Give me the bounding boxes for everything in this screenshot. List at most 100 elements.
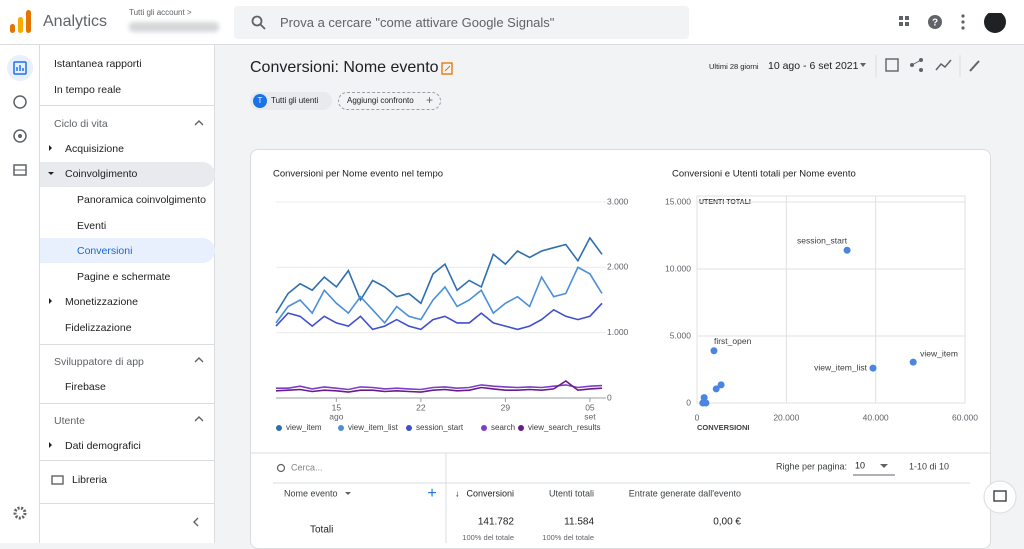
total-share: 100% del totale <box>462 533 514 542</box>
line-series <box>275 236 603 314</box>
report-card <box>250 149 991 549</box>
table-search[interactable]: Cerca... <box>291 462 323 472</box>
nav-item[interactable]: Libreria <box>72 474 108 486</box>
x-tick-month: set <box>584 411 596 421</box>
nav-item[interactable]: In tempo reale <box>54 84 122 96</box>
nav-subitem[interactable]: Conversioni <box>77 245 133 257</box>
dropdown-arrow <box>880 464 888 468</box>
nav-section[interactable]: Sviluppatore di app <box>54 356 144 368</box>
legend-swatch <box>338 425 344 431</box>
nav-highlight <box>40 162 215 187</box>
search-icon <box>251 15 266 30</box>
date-prefix: Ultimi 28 giorni <box>709 62 759 71</box>
nav-section[interactable]: Ciclo di vita <box>54 118 108 130</box>
separator <box>40 503 215 504</box>
line-series <box>275 266 603 325</box>
x-tick-label: 20.000 <box>773 412 799 422</box>
date-range[interactable]: 10 ago - 6 set 2021 <box>768 60 859 72</box>
nav-selected <box>40 238 215 263</box>
scatter-chart-title: Conversioni e Utenti totali per Nome eve… <box>672 169 856 180</box>
nav-item[interactable]: Acquisizione <box>65 143 124 155</box>
column-header[interactable]: Conversioni <box>466 488 514 498</box>
point-label: view_item <box>920 348 958 358</box>
segment-chip[interactable]: T Tutti gli utenti <box>250 92 332 110</box>
search-placeholder: Prova a cercare "come attivare Google Si… <box>280 15 555 30</box>
nav-item[interactable]: Firebase <box>65 381 106 393</box>
nav-subitem[interactable]: Panoramica coinvolgimento <box>77 194 206 206</box>
total-share: 100% del totale <box>542 533 594 542</box>
y-tick-label: 15.000 <box>665 196 691 206</box>
side-nav: Istantanea rapporti In tempo reale Ciclo… <box>40 45 215 543</box>
y-tick-label: 0 <box>686 397 691 407</box>
separator <box>40 403 215 404</box>
y-tick-label: 3.000 <box>607 196 629 206</box>
point-label: view_item_list <box>814 362 868 372</box>
legend-label: view_search_results <box>528 423 600 432</box>
scatter-point <box>699 399 707 407</box>
nav-subitem[interactable]: Pagine e schermate <box>77 271 171 283</box>
y-tick-label: 2.000 <box>607 262 629 272</box>
feedback-icon <box>993 490 1007 502</box>
app-name: Analytics <box>43 13 108 30</box>
legend-swatch <box>406 425 412 431</box>
search-box[interactable]: Prova a cercare "come attivare Google Si… <box>234 6 689 39</box>
x-axis-label: CONVERSIONI <box>697 423 750 432</box>
nav-icons <box>48 120 204 527</box>
chip-letter: T <box>253 94 267 108</box>
legend-label: session_start <box>416 423 464 432</box>
top-bar: Analytics Tutti gli account > Prova a ce… <box>0 0 1024 45</box>
sort-arrow <box>345 492 351 495</box>
rows-label: Righe per pagina: <box>776 461 847 471</box>
x-tick-label: 29 <box>501 402 511 412</box>
logo <box>10 10 31 33</box>
total-value: 11.584 <box>564 517 594 528</box>
nav-subitem[interactable]: Eventi <box>77 220 107 232</box>
rail-icons <box>7 55 33 520</box>
y-tick-label: 10.000 <box>665 263 691 273</box>
legend-swatch <box>481 425 487 431</box>
search-icon <box>276 463 286 473</box>
x-tick-label: 0 <box>695 412 700 422</box>
compare-label: Aggiungi confronto <box>347 96 414 105</box>
scatter-point <box>712 385 720 393</box>
x-tick-month: ago <box>329 411 343 421</box>
scatter-point <box>700 394 708 402</box>
column-header[interactable]: Nome evento <box>284 488 338 498</box>
blurred-account <box>129 22 219 32</box>
y-tick-label: 0 <box>607 392 612 402</box>
x-tick-label: 40.000 <box>863 412 889 422</box>
nav-item[interactable]: Coinvolgimento <box>65 168 138 180</box>
column-header[interactable]: Entrate generate dall'evento <box>629 488 741 498</box>
legend-swatch <box>518 425 524 431</box>
column-header[interactable]: Utenti totali <box>549 488 594 498</box>
x-tick-label: 05 <box>585 402 595 412</box>
separator <box>40 460 215 461</box>
rows-select[interactable]: 10 <box>855 460 865 470</box>
compare-button[interactable]: Aggiungi confronto + <box>338 92 441 110</box>
nav-item[interactable]: Fidelizzazione <box>65 322 132 334</box>
line-series <box>276 384 603 391</box>
y-tick-label: 5.000 <box>670 330 692 340</box>
nav-item[interactable]: Istantanea rapporti <box>54 58 142 70</box>
nav-item[interactable]: Dati demografici <box>65 440 141 452</box>
edit-badge[interactable] <box>441 62 454 75</box>
sort-indicator: ↓ <box>455 488 460 498</box>
nav-item[interactable]: Monetizzazione <box>65 296 138 308</box>
scatter-point <box>717 381 725 389</box>
line-chart-title: Conversioni per Nome evento nel tempo <box>273 169 443 180</box>
y-tick-label: 1.000 <box>607 327 629 337</box>
nav-section[interactable]: Utente <box>54 415 85 427</box>
feedback-button[interactable] <box>983 480 1017 514</box>
total-value: 0,00 € <box>713 517 741 528</box>
add-dimension[interactable]: + <box>427 485 436 502</box>
scatter-point <box>869 364 877 372</box>
legend-label: view_item <box>286 423 322 432</box>
x-tick-label: 60.000 <box>952 412 978 422</box>
point-label: first_open <box>714 336 752 346</box>
account-selector[interactable]: Tutti gli account > <box>129 8 192 17</box>
icon-rail <box>0 45 40 543</box>
pagination: 1-10 di 10 <box>909 461 949 471</box>
